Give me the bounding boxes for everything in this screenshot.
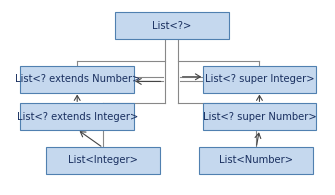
FancyBboxPatch shape bbox=[46, 147, 160, 174]
FancyBboxPatch shape bbox=[115, 12, 228, 39]
FancyBboxPatch shape bbox=[202, 66, 316, 93]
FancyBboxPatch shape bbox=[202, 103, 316, 130]
Text: List<Number>: List<Number> bbox=[219, 155, 293, 165]
Text: List<? extends Integer>: List<? extends Integer> bbox=[16, 112, 138, 122]
FancyBboxPatch shape bbox=[199, 147, 313, 174]
Text: List<? super Integer>: List<? super Integer> bbox=[205, 74, 314, 84]
FancyBboxPatch shape bbox=[20, 103, 134, 130]
Text: List<?>: List<?> bbox=[152, 21, 191, 31]
Text: List<? super Number>: List<? super Number> bbox=[203, 112, 316, 122]
Text: List<Integer>: List<Integer> bbox=[68, 155, 138, 165]
Text: List<? extends Number>: List<? extends Number> bbox=[14, 74, 140, 84]
FancyBboxPatch shape bbox=[20, 66, 134, 93]
